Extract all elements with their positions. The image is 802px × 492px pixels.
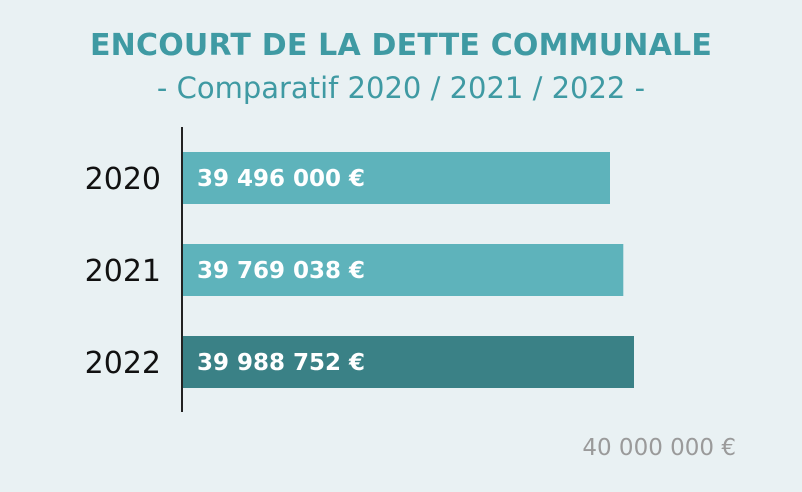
value-label-2021: 39 769 038 € <box>197 258 365 284</box>
bar-2020 <box>183 152 610 204</box>
chart-title: ENCOURT DE LA DETTE COMMUNALE <box>89 28 713 63</box>
axis-max-label: 40 000 000 € <box>582 435 736 461</box>
bar-2022 <box>183 336 634 388</box>
value-label-2020: 39 496 000 € <box>197 166 365 192</box>
category-label-2020: 2020 <box>85 162 161 197</box>
category-label-2021: 2021 <box>85 254 161 289</box>
category-label-2022: 2022 <box>85 346 161 381</box>
bar-2021 <box>183 244 624 296</box>
chart-subtitle: - Comparatif 2020 / 2021 / 2022 - <box>156 71 646 105</box>
value-label-2022: 39 988 752 € <box>197 350 365 376</box>
